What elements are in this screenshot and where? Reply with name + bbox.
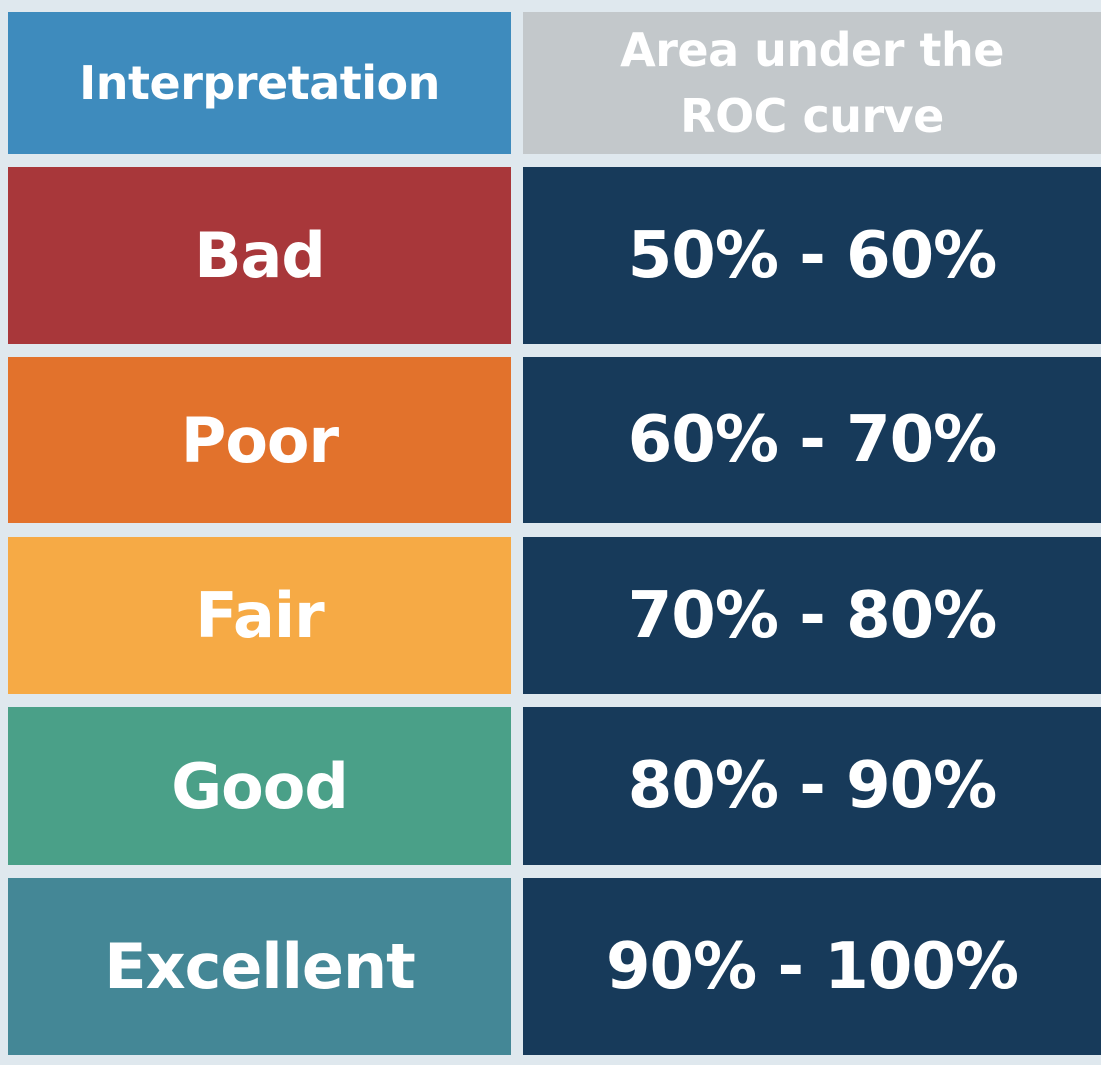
row-label-cell: Good (8, 707, 511, 865)
row-label-cell: Bad (8, 167, 511, 344)
row-range: 60% - 70% (627, 403, 997, 477)
header-interpretation-label: Interpretation (79, 56, 440, 110)
row-range: 80% - 90% (627, 749, 997, 823)
header-area-line-2: ROC curve (680, 89, 944, 143)
row-label: Excellent (104, 930, 415, 1003)
row-label: Bad (194, 219, 325, 292)
row-value-cell: 70% - 80% (523, 537, 1101, 694)
row-range: 70% - 80% (627, 578, 997, 653)
row-value-cell: 90% - 100% (523, 878, 1101, 1055)
row-value-cell: 50% - 60% (523, 167, 1101, 344)
row-label: Poor (180, 403, 339, 477)
header-area-label: Area under the ROC curve (620, 17, 1004, 149)
header-area-under-roc: Area under the ROC curve (523, 12, 1101, 154)
row-label: Fair (195, 579, 324, 652)
row-range: 50% - 60% (627, 218, 997, 293)
row-value-cell: 60% - 70% (523, 357, 1101, 523)
row-label-cell: Excellent (8, 878, 511, 1055)
row-range: 90% - 100% (605, 929, 1019, 1004)
row-label-cell: Fair (8, 537, 511, 694)
header-area-line-1: Area under the (620, 23, 1004, 77)
row-label: Good (171, 749, 348, 823)
header-interpretation: Interpretation (8, 12, 511, 154)
row-label-cell: Poor (8, 357, 511, 523)
row-value-cell: 80% - 90% (523, 707, 1101, 865)
